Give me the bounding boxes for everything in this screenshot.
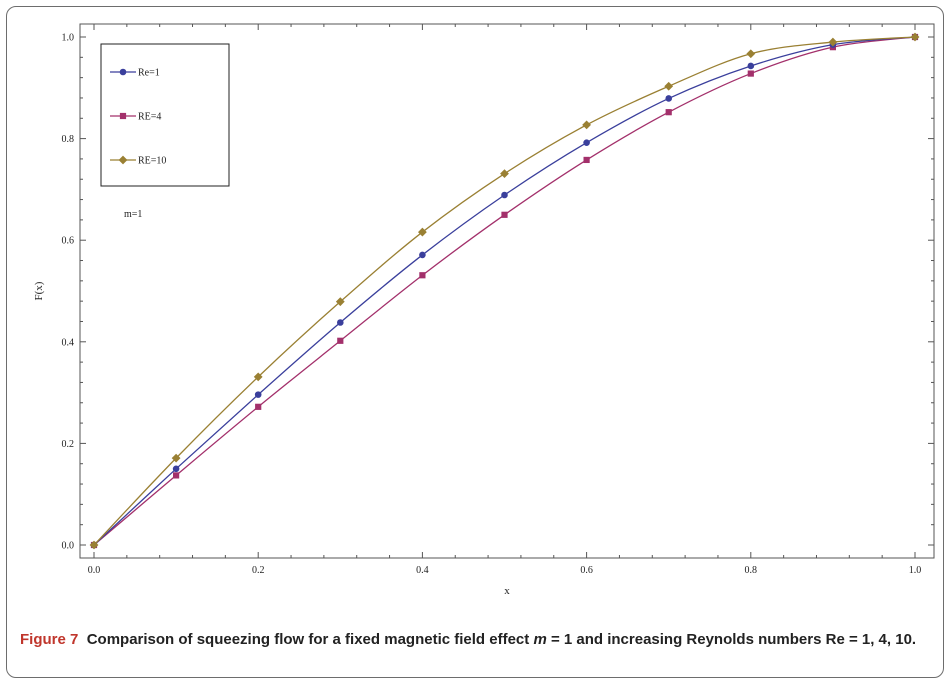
legend-marker: [119, 68, 127, 76]
data-point: [89, 540, 99, 550]
data-point: [910, 32, 920, 42]
x-tick-label: 0.4: [416, 565, 429, 576]
data-point: [335, 297, 345, 307]
plot-frame: [79, 23, 935, 559]
y-tick-label: 0.4: [62, 337, 75, 348]
data-point: [255, 403, 262, 410]
series-line: [93, 36, 916, 546]
data-point: [665, 109, 672, 116]
data-point: [337, 337, 344, 344]
data-point: [747, 62, 755, 70]
data-point: [665, 95, 672, 102]
data-point: [253, 372, 263, 382]
x-tick-label: 0.0: [88, 565, 101, 576]
legend-marker: [118, 155, 128, 165]
data-point: [746, 49, 756, 59]
series-line: [93, 36, 916, 546]
x-tick-label: 0.2: [252, 565, 265, 576]
legend-label: Re=1: [138, 68, 160, 79]
x-tick-label: 0.6: [580, 565, 593, 576]
annotation-m: m=1: [124, 209, 142, 220]
caption-m-symbol: m: [533, 631, 547, 648]
data-point: [171, 453, 181, 463]
x-axis-label: x: [504, 585, 510, 597]
legend-label: RE=4: [138, 112, 161, 123]
chart-series: [89, 32, 920, 550]
legend-entry: RE=10: [110, 156, 166, 167]
figure-caption: Figure 7 Comparison of squeezing flow fo…: [20, 630, 920, 650]
x-tick-label: 1.0: [909, 565, 922, 576]
y-tick-label: 1.0: [62, 33, 75, 44]
data-point: [419, 251, 426, 259]
data-point: [747, 70, 754, 77]
chart-legend: Re=1 RE=4 RE=10: [100, 43, 230, 187]
caption-text-1: Comparison of squeezing flow for a fixed…: [86, 631, 534, 648]
x-tick-label: 0.8: [745, 565, 758, 576]
figure-label: Figure 7: [20, 631, 79, 648]
data-point: [583, 156, 590, 164]
data-point: [500, 169, 509, 179]
chart-axes: 0.0 0.2 0.4 0.6 0.8 1.0 0.0 0.2 0.4 0.6 0.8 1.0: [62, 23, 935, 576]
data-point: [501, 191, 508, 199]
y-tick-label: 0.2: [62, 439, 75, 450]
series-line: [93, 36, 916, 546]
legend-label: RE=10: [138, 156, 166, 167]
data-point: [173, 472, 180, 479]
data-point: [172, 465, 180, 473]
data-point: [582, 120, 591, 130]
data-point: [418, 227, 427, 237]
caption-text-2: = 1 and increasing Reynolds numbers Re =…: [546, 631, 917, 648]
legend-entry: RE=4: [110, 112, 161, 123]
legend-entry: Re=1: [110, 68, 160, 79]
legend-marker: [119, 112, 127, 120]
data-point: [501, 211, 508, 218]
y-axis-label: F(x): [33, 281, 45, 300]
series-re-10: [89, 32, 920, 550]
y-tick-label: 0.8: [62, 134, 75, 145]
y-tick-label: 0.0: [62, 541, 75, 552]
data-point: [828, 37, 838, 47]
data-point: [337, 319, 344, 326]
data-point: [254, 391, 262, 398]
data-point: [419, 272, 426, 279]
y-tick-label: 0.6: [62, 236, 75, 247]
data-point: [664, 81, 674, 91]
data-point: [583, 139, 590, 146]
